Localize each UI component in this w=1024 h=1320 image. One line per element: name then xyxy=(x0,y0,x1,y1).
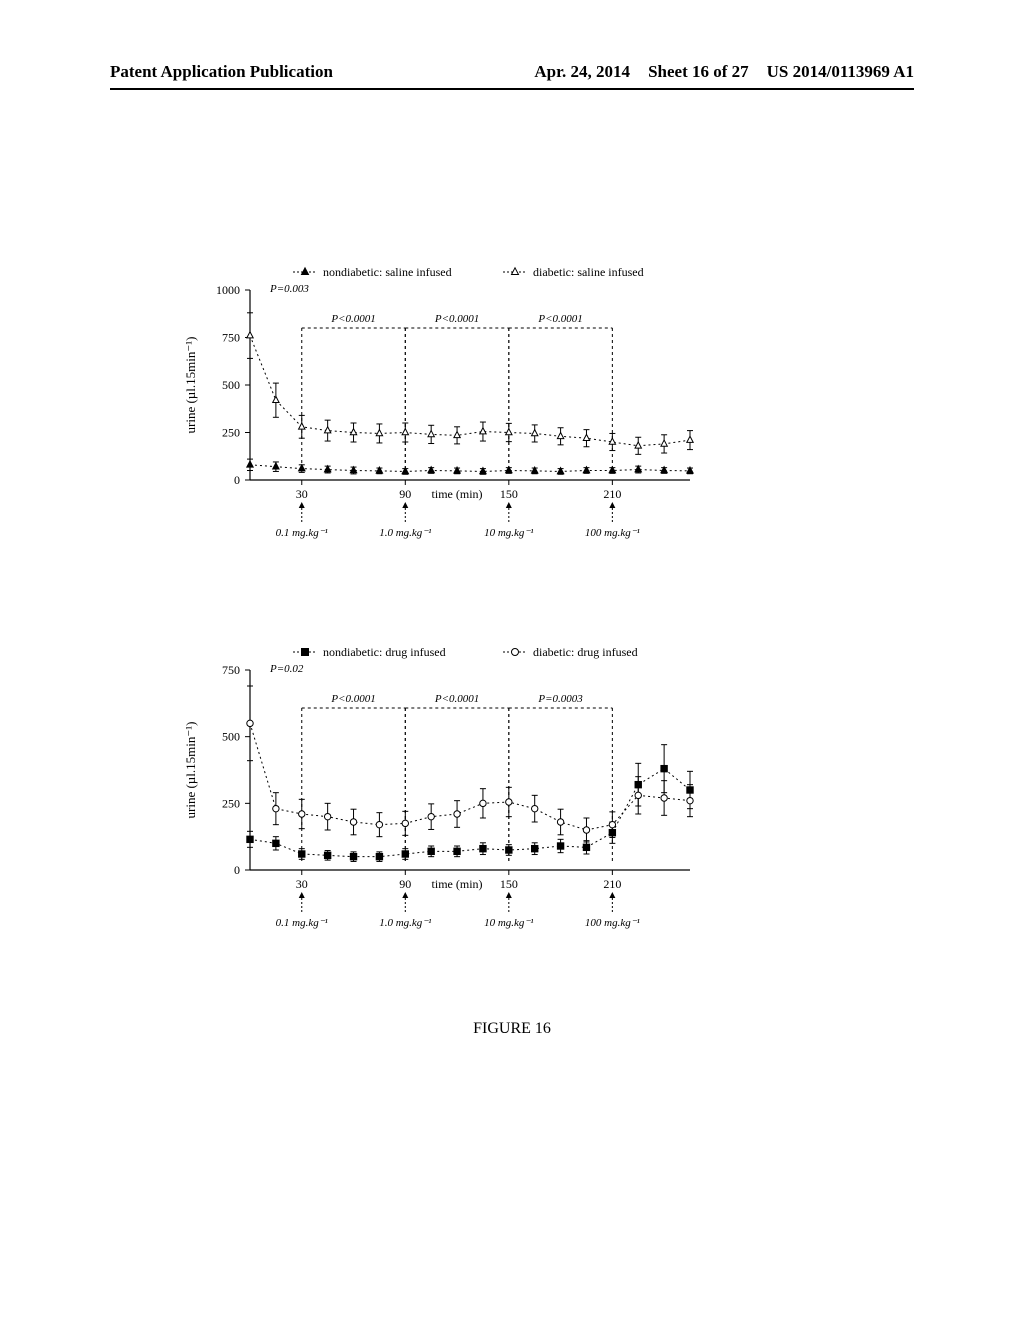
header-rule xyxy=(110,88,914,90)
svg-text:P<0.0001: P<0.0001 xyxy=(330,313,375,325)
header-sheet: Sheet 16 of 27 xyxy=(648,62,749,82)
svg-text:100 mg.kg⁻¹: 100 mg.kg⁻¹ xyxy=(585,917,640,929)
page-header: Patent Application Publication Apr. 24, … xyxy=(0,62,1024,82)
svg-text:210: 210 xyxy=(603,877,621,891)
svg-text:250: 250 xyxy=(222,796,240,810)
svg-text:P<0.0001: P<0.0001 xyxy=(434,693,479,705)
svg-text:90: 90 xyxy=(399,877,411,891)
svg-text:30: 30 xyxy=(296,487,308,501)
svg-text:10 mg.kg⁻¹: 10 mg.kg⁻¹ xyxy=(484,527,533,539)
svg-text:100 mg.kg⁻¹: 100 mg.kg⁻¹ xyxy=(585,527,640,539)
svg-text:diabetic: saline infused: diabetic: saline infused xyxy=(533,265,644,279)
svg-text:90: 90 xyxy=(399,487,411,501)
header-pubno: US 2014/0113969 A1 xyxy=(767,62,914,82)
svg-text:time (min): time (min) xyxy=(432,487,483,501)
svg-text:1.0 mg.kg⁻¹: 1.0 mg.kg⁻¹ xyxy=(379,917,431,929)
svg-text:10 mg.kg⁻¹: 10 mg.kg⁻¹ xyxy=(484,917,533,929)
svg-text:500: 500 xyxy=(222,730,240,744)
svg-text:0: 0 xyxy=(234,863,240,877)
svg-text:urine (µl.15min⁻¹): urine (µl.15min⁻¹) xyxy=(183,722,198,819)
svg-text:150: 150 xyxy=(500,877,518,891)
header-date: Apr. 24, 2014 xyxy=(534,62,630,82)
figure-caption: FIGURE 16 xyxy=(0,1020,1024,1038)
svg-text:0: 0 xyxy=(234,473,240,487)
header-left: Patent Application Publication xyxy=(110,62,333,82)
svg-text:P=0.0003: P=0.0003 xyxy=(537,693,583,705)
svg-text:P<0.0001: P<0.0001 xyxy=(434,313,479,325)
svg-text:150: 150 xyxy=(500,487,518,501)
svg-text:urine (µl.15min⁻¹): urine (µl.15min⁻¹) xyxy=(183,337,198,434)
chart-drug: nondiabetic: drug infused diabetic: drug … xyxy=(160,640,720,980)
svg-text:nondiabetic: drug infused: nondiabetic: drug infused xyxy=(323,645,446,659)
svg-text:P<0.0001: P<0.0001 xyxy=(330,693,375,705)
chart-saline: nondiabetic: saline infused diabetic: sal… xyxy=(160,260,720,590)
svg-text:750: 750 xyxy=(222,663,240,677)
svg-text:P=0.02: P=0.02 xyxy=(269,663,304,675)
svg-text:time (min): time (min) xyxy=(432,877,483,891)
svg-text:P=0.003: P=0.003 xyxy=(269,283,309,295)
svg-text:diabetic: drug infused: diabetic: drug infused xyxy=(533,645,638,659)
svg-text:0.1 mg.kg⁻¹: 0.1 mg.kg⁻¹ xyxy=(276,917,328,929)
svg-text:500: 500 xyxy=(222,378,240,392)
svg-text:210: 210 xyxy=(603,487,621,501)
svg-text:30: 30 xyxy=(296,877,308,891)
svg-text:nondiabetic: saline infused: nondiabetic: saline infused xyxy=(323,265,452,279)
svg-text:P<0.0001: P<0.0001 xyxy=(537,313,582,325)
svg-text:1000: 1000 xyxy=(216,283,240,297)
svg-text:250: 250 xyxy=(222,426,240,440)
svg-text:750: 750 xyxy=(222,331,240,345)
svg-text:1.0 mg.kg⁻¹: 1.0 mg.kg⁻¹ xyxy=(379,527,431,539)
svg-text:0.1 mg.kg⁻¹: 0.1 mg.kg⁻¹ xyxy=(276,527,328,539)
